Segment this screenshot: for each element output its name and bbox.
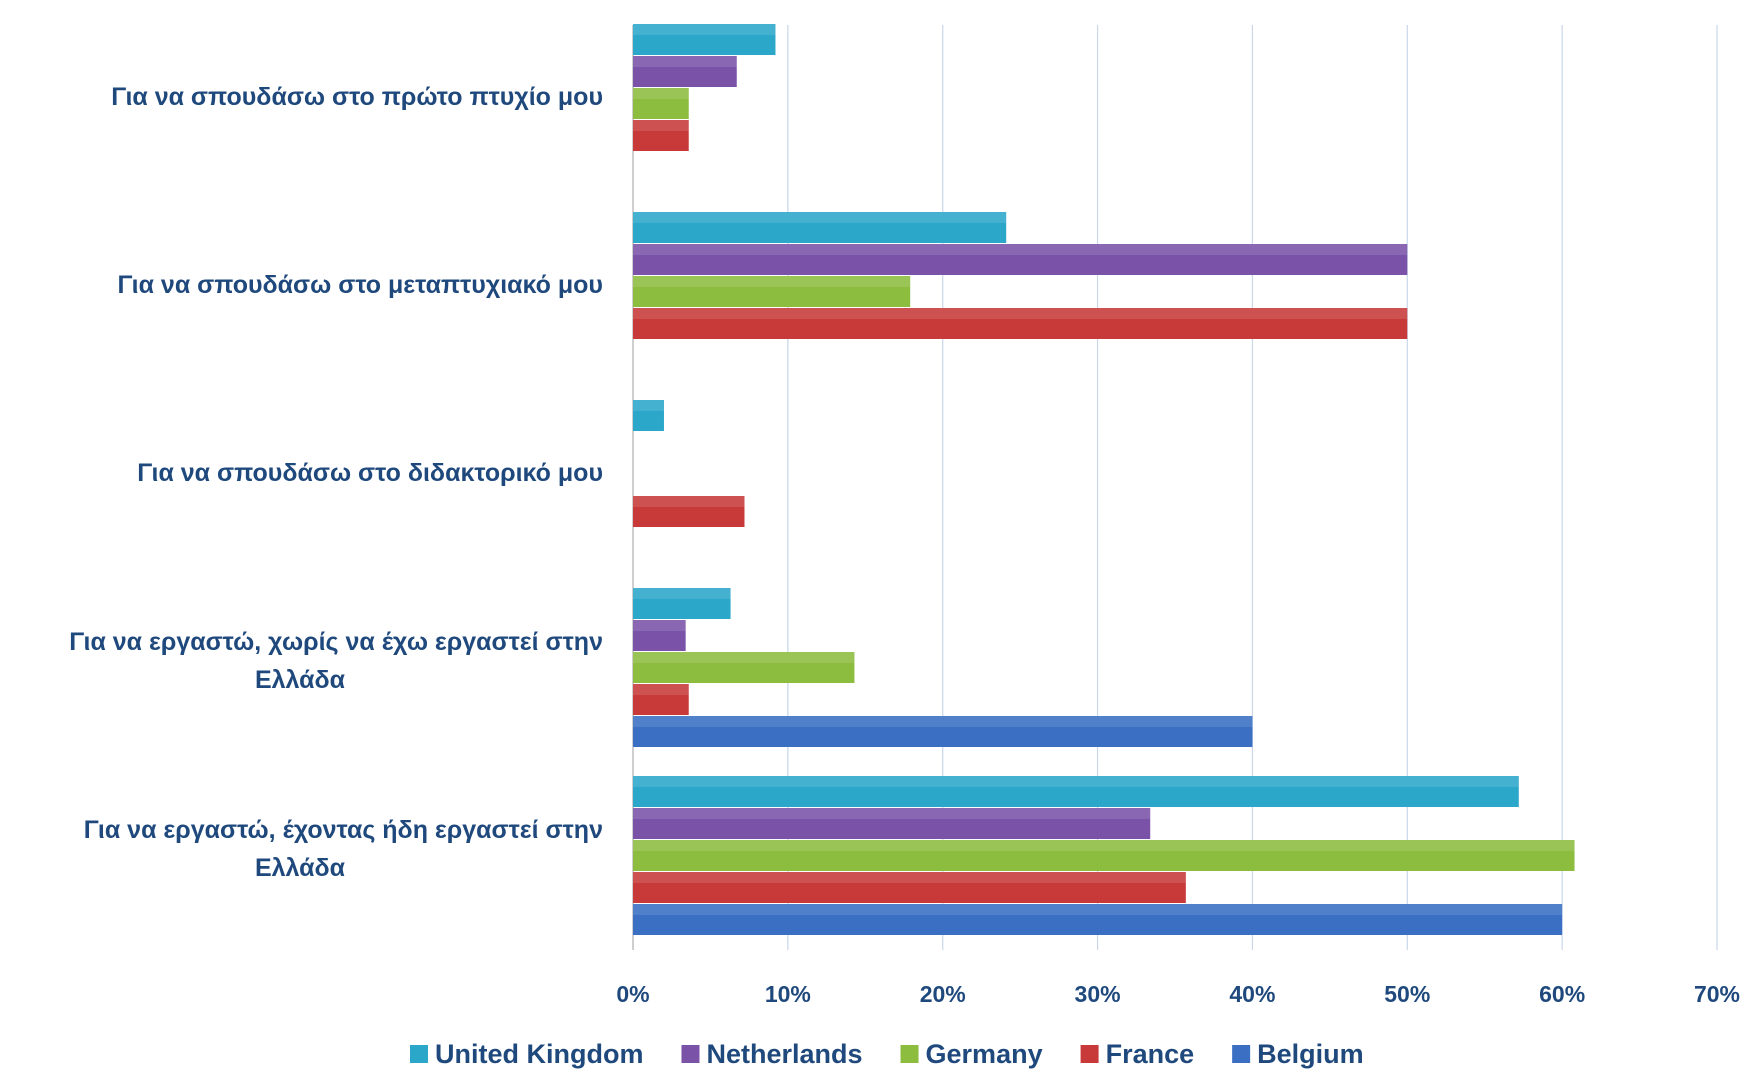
bar-highlight — [633, 212, 1007, 223]
category-labels: Για να σπουδάσω στο πρώτο πτυχίο μου Για … — [69, 83, 603, 882]
bar-highlight — [633, 120, 689, 131]
bar-united-kingdom — [633, 588, 731, 619]
x-tick-label: 30% — [1075, 981, 1121, 1007]
bar-highlight — [633, 88, 689, 99]
bar-united-kingdom — [633, 24, 776, 55]
category-label: Για να σπουδάσω στο μεταπτυχιακό μου — [117, 271, 603, 299]
legend: United Kingdom Netherlands Germany France Be… — [410, 1039, 1364, 1069]
bar-highlight — [633, 840, 1575, 851]
x-tick-label: 50% — [1384, 981, 1430, 1007]
bar-highlight — [633, 716, 1253, 727]
bar-france — [633, 872, 1186, 903]
value-axis: 0% 10% 20% 30% 40% 50% 60% 70% — [616, 981, 1740, 1007]
bar-germany — [633, 276, 911, 307]
x-tick-label: 0% — [616, 981, 649, 1007]
x-tick-label: 70% — [1694, 981, 1740, 1007]
legend-swatch — [410, 1045, 428, 1063]
bar-highlight — [633, 24, 776, 35]
bar-netherlands — [633, 244, 1408, 275]
bar-highlight — [633, 904, 1563, 915]
bar-highlight — [633, 56, 737, 67]
category-label: Για να εργαστώ, έχοντας ήδη εργαστεί στη… — [84, 816, 603, 882]
category-label: Για να εργαστώ, χωρίς να έχω εργαστεί στ… — [69, 628, 603, 694]
legend-label: United Kingdom — [435, 1039, 643, 1069]
bar-highlight — [633, 872, 1186, 883]
x-tick-label: 60% — [1539, 981, 1585, 1007]
bar-germany — [633, 88, 689, 119]
bar-highlight — [633, 588, 731, 599]
bar-belgium — [633, 716, 1253, 747]
bar-highlight — [633, 244, 1408, 255]
bar-highlight — [633, 620, 686, 631]
x-tick-label: 20% — [920, 981, 966, 1007]
bar-highlight — [633, 684, 689, 695]
bar-france — [633, 120, 689, 151]
bar-netherlands — [633, 56, 737, 87]
legend-label: Belgium — [1257, 1039, 1364, 1069]
legend-swatch — [681, 1045, 700, 1063]
bar-highlight — [633, 808, 1151, 819]
bar-highlight — [633, 308, 1408, 319]
bar-france — [633, 308, 1408, 339]
category-label: Για να σπουδάσω στο πρώτο πτυχίο μου — [111, 83, 603, 111]
x-tick-label: 10% — [765, 981, 811, 1007]
bar-highlight — [633, 276, 911, 287]
bar-france — [633, 684, 689, 715]
bar-belgium — [633, 904, 1563, 935]
bar-france — [633, 496, 745, 527]
bar-germany — [633, 840, 1575, 871]
bars — [633, 24, 1575, 935]
category-label: Για να σπουδάσω στο διδακτορικό μου — [137, 459, 603, 487]
legend-label: Netherlands — [706, 1039, 862, 1069]
legend-label: France — [1106, 1039, 1195, 1069]
bar-highlight — [633, 496, 745, 507]
x-tick-label: 40% — [1229, 981, 1275, 1007]
bar-germany — [633, 652, 855, 683]
legend-swatch — [1232, 1045, 1251, 1063]
bar-netherlands — [633, 620, 686, 651]
bar-highlight — [633, 400, 664, 411]
bar-united-kingdom — [633, 400, 664, 431]
bar-netherlands — [633, 808, 1151, 839]
bar-highlight — [633, 652, 855, 663]
legend-swatch — [1080, 1045, 1099, 1063]
bar-highlight — [633, 776, 1519, 787]
legend-swatch — [900, 1045, 919, 1063]
bar-united-kingdom — [633, 212, 1007, 243]
bar-united-kingdom — [633, 776, 1519, 807]
legend-label: Germany — [926, 1039, 1043, 1069]
